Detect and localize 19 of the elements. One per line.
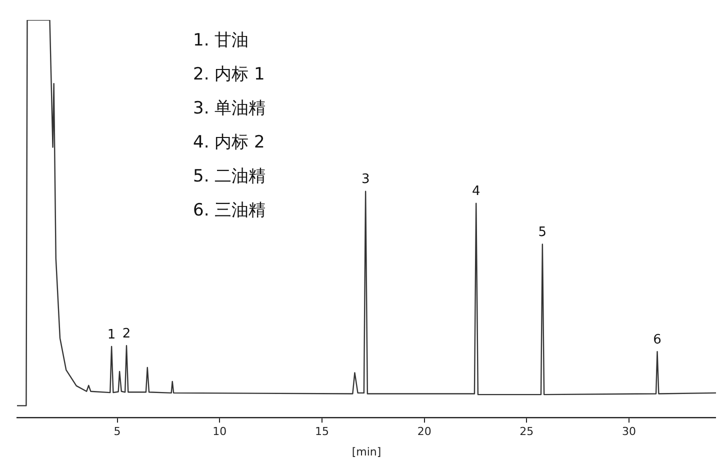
annotation: 3 — [361, 172, 370, 188]
annotation: 4 — [472, 184, 480, 200]
x-tick-label: 20 — [417, 425, 432, 438]
annotation: 1. 甘油 — [193, 30, 249, 50]
x-tick-label: 30 — [622, 425, 636, 438]
x-tick-label: 25 — [520, 425, 534, 438]
x-tick-label: 5 — [114, 425, 121, 438]
annotation: 1 — [107, 327, 116, 342]
annotation: 6 — [653, 332, 662, 348]
x-tick-label: 15 — [314, 425, 329, 438]
annotation: 4. 内标 2 — [193, 132, 265, 152]
annotation: 5. 二油精 — [193, 166, 266, 186]
x-axis-title: [min] — [352, 445, 382, 458]
annotation: 3. 单油精 — [193, 98, 266, 118]
annotation: 2 — [122, 326, 131, 342]
annotation: 5 — [538, 225, 547, 240]
annotation: 6. 三油精 — [193, 200, 266, 220]
x-tick-label: 10 — [212, 425, 227, 438]
annotation: 2. 内标 1 — [193, 64, 265, 84]
